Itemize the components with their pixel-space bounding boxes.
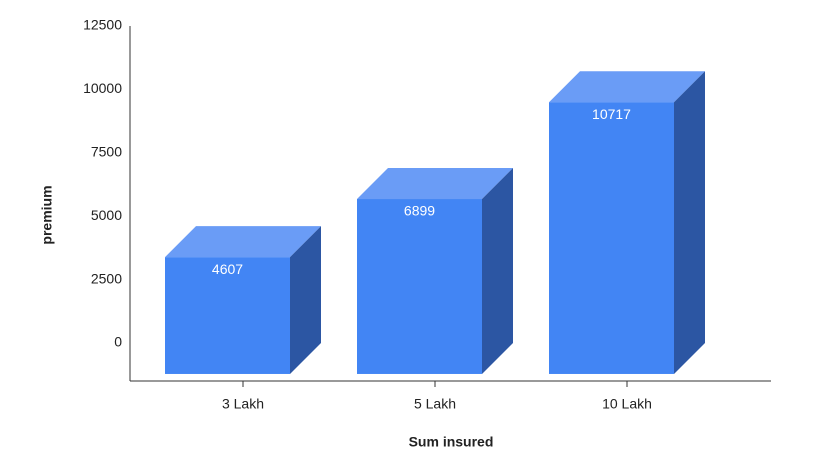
y-tick-label: 2500 <box>91 270 122 286</box>
y-tick-label: 10000 <box>83 80 122 96</box>
bar <box>165 257 290 374</box>
y-tick-label: 0 <box>114 334 122 350</box>
bar-top <box>357 168 513 200</box>
value-label: 4607 <box>212 261 243 277</box>
bar-side <box>674 71 705 374</box>
y-axis-title: premium <box>39 185 55 244</box>
bar-side <box>290 226 321 374</box>
value-label: 10717 <box>592 106 631 122</box>
x-axis-title: Sum insured <box>409 434 494 450</box>
value-label: 6899 <box>404 203 435 219</box>
x-tick-label: 3 Lakh <box>222 396 264 412</box>
y-tick-label: 5000 <box>91 207 122 223</box>
bar-top <box>549 71 705 103</box>
y-tick-label: 7500 <box>91 143 122 159</box>
bar-side <box>482 168 513 374</box>
bar <box>357 199 482 374</box>
bar-top <box>165 226 321 258</box>
bar <box>549 102 674 374</box>
x-tick-label: 10 Lakh <box>602 396 652 412</box>
y-tick-label: 12500 <box>83 17 122 33</box>
x-tick-label: 5 Lakh <box>414 396 456 412</box>
